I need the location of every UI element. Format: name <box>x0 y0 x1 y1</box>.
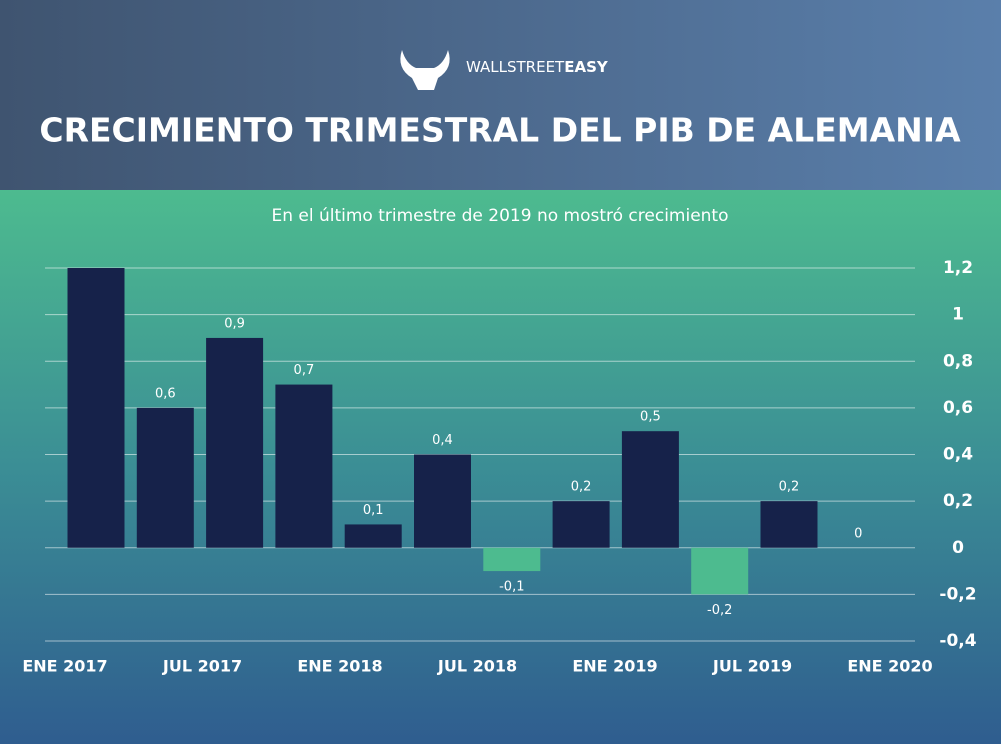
bar <box>67 268 125 548</box>
bar <box>483 547 541 572</box>
value-label: 0,9 <box>224 316 245 331</box>
chart-title: CRECIMIENTO TRIMESTRAL DEL PIB DE ALEMAN… <box>39 111 961 150</box>
y-tick-label: -0,4 <box>939 631 976 651</box>
bar <box>621 431 679 548</box>
value-label: 0,7 <box>294 363 315 378</box>
value-label: 0,4 <box>432 433 453 448</box>
x-tick-label: ENE 2018 <box>297 657 382 676</box>
logo-light: WALLSTREET <box>466 58 565 76</box>
logo-icon <box>400 50 450 90</box>
y-tick-label: -0,2 <box>939 584 976 604</box>
bar <box>206 337 264 548</box>
y-tick-label: 0 <box>952 538 964 558</box>
value-label: 0,1 <box>363 503 384 518</box>
x-tick-label: ENE 2019 <box>572 657 657 676</box>
x-tick-label: ENE 2017 <box>22 657 107 676</box>
bar <box>552 501 610 548</box>
bar <box>414 454 471 548</box>
value-label: -0,1 <box>499 580 524 595</box>
value-label: 0,2 <box>571 480 592 495</box>
value-label: 0,5 <box>640 410 661 425</box>
y-tick-label: 1,2 <box>943 258 973 278</box>
logo-bold: EASY <box>564 58 609 76</box>
y-tick-label: 0,2 <box>943 491 973 511</box>
bar <box>344 524 402 548</box>
x-tick-label: JUL 2018 <box>437 657 517 676</box>
x-tick-label: ENE 2020 <box>847 657 932 676</box>
y-tick-label: 1 <box>952 305 964 325</box>
bar <box>275 384 333 548</box>
y-tick-label: 0,4 <box>943 445 973 465</box>
value-label: 0,6 <box>155 386 176 401</box>
header-bg <box>0 0 1001 190</box>
bar <box>136 407 194 548</box>
y-tick-label: 0,8 <box>943 351 973 371</box>
chart-subtitle: En el último trimestre de 2019 no mostró… <box>271 206 728 226</box>
bar <box>691 547 749 595</box>
value-label: -0,2 <box>707 603 732 618</box>
y-tick-label: 0,6 <box>943 398 973 418</box>
logo-text: WALLSTREETEASY <box>466 58 609 76</box>
x-tick-label: JUL 2017 <box>162 657 242 676</box>
value-label: 0,2 <box>779 480 800 495</box>
bar <box>760 501 818 548</box>
x-tick-label: JUL 2019 <box>712 657 792 676</box>
value-label: 0 <box>854 526 862 541</box>
